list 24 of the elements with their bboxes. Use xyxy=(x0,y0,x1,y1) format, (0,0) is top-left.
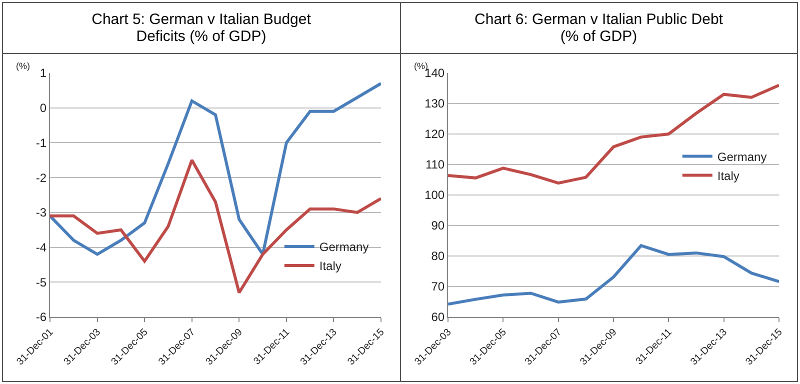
y-tick-label: -4 xyxy=(36,240,47,254)
y-tick-label: -1 xyxy=(36,136,47,150)
y-axis-title: (%) xyxy=(16,61,30,71)
y-tick-label: 110 xyxy=(424,158,444,172)
y-axis-title: (%) xyxy=(414,61,428,71)
legend-label: Germany xyxy=(319,240,369,254)
y-tick-label: 80 xyxy=(430,249,444,264)
y-tick-label: 120 xyxy=(424,127,444,142)
y-tick-label: 70 xyxy=(430,280,444,294)
y-tick-label: 60 xyxy=(430,310,444,324)
legend-label: Germany xyxy=(716,150,766,164)
chart-title: Chart 5: German v Italian Budget Deficits (% of GDP) xyxy=(3,3,400,54)
y-tick-label: 130 xyxy=(424,96,444,111)
legend-label: Italy xyxy=(716,168,739,183)
y-tick-label: -3 xyxy=(36,206,47,220)
y-tick-label: 0 xyxy=(40,101,47,116)
y-tick-label: -2 xyxy=(36,170,47,185)
y-tick-label: 1 xyxy=(40,66,47,80)
y-tick-label: 90 xyxy=(430,218,444,233)
y-tick-label: 100 xyxy=(424,188,444,202)
chart-title: Chart 6: German v Italian Public Debt (% of GDP) xyxy=(400,3,797,54)
legend-label: Italy xyxy=(319,259,342,274)
y-tick-label: -5 xyxy=(36,275,47,290)
y-tick-label: -6 xyxy=(36,310,47,324)
